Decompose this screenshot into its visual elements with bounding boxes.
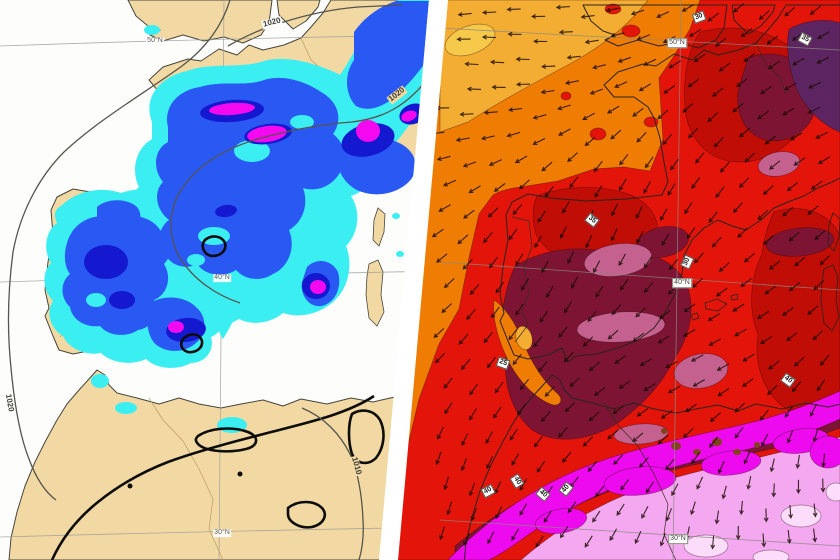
latitude-label-40n: 40°N <box>213 274 231 282</box>
wind-arrows-layer <box>430 2 831 550</box>
latitude-label-30n: 30°N <box>213 529 231 537</box>
isobar-layer <box>7 0 429 560</box>
latitude-label-50n: 50°N <box>667 38 687 48</box>
thick-contour-layer <box>50 235 385 560</box>
latitude-label-50n: 50°N <box>146 37 164 45</box>
latitude-label-40n: 40°N <box>672 278 692 288</box>
latitude-label-30n: 30°N <box>668 534 688 544</box>
